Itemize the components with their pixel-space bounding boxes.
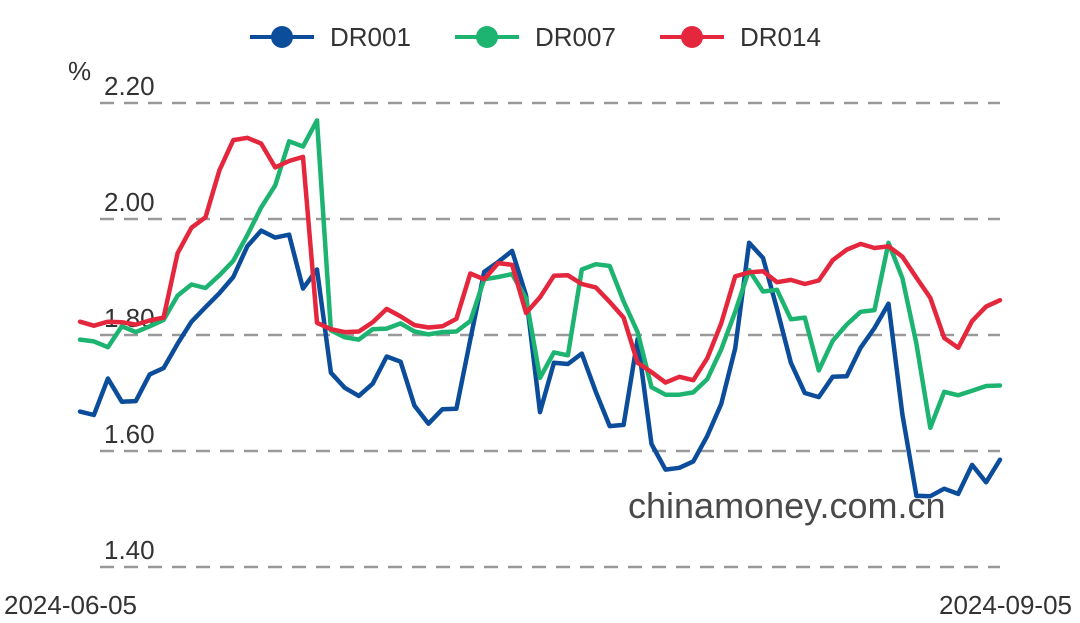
y-tick-label: 1.40 [104, 535, 155, 565]
series-group [77, 118, 1003, 499]
legend-label: DR007 [535, 22, 616, 52]
watermark-text: chinamoney.com.cn [628, 485, 945, 526]
y-axis-unit: % [68, 56, 91, 86]
legend-marker [681, 26, 703, 48]
y-axis-ticks: 2.202.001.801.601.40 [104, 71, 155, 565]
series-line-dr014 [77, 135, 1003, 385]
legend-marker [271, 26, 293, 48]
legend-label: DR014 [740, 22, 821, 52]
y-tick-label: 1.60 [104, 419, 155, 449]
legend-item-dr014[interactable]: DR014 [660, 22, 821, 52]
y-tick-label: 2.20 [104, 71, 155, 101]
x-axis-end-label: 2024-09-05 [939, 590, 1072, 620]
legend-label: DR001 [330, 22, 411, 52]
x-axis-start-label: 2024-06-05 [4, 590, 137, 620]
series-line-dr007 [77, 118, 1003, 431]
series-line-dr001 [77, 228, 1003, 499]
legend-item-dr001[interactable]: DR001 [250, 22, 411, 52]
legend-marker [476, 26, 498, 48]
legend: DR001 DR007 DR014 [250, 22, 821, 52]
y-tick-label: 2.00 [104, 187, 155, 217]
legend-item-dr007[interactable]: DR007 [455, 22, 616, 52]
gridlines [100, 101, 1000, 569]
